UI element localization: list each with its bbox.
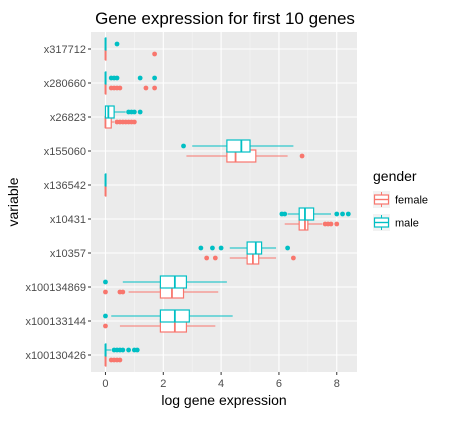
outlier-point [290, 255, 296, 261]
box-male-x155060 [181, 139, 294, 153]
outlier-point [181, 143, 186, 149]
box-male-x280660 [104, 71, 158, 85]
legend-label: male [395, 218, 419, 230]
box-male-x26823 [104, 105, 143, 119]
y-axis-label: variable [5, 177, 21, 226]
y-tick-label: x100134869 [25, 282, 86, 294]
box-male-x100133144 [103, 309, 233, 323]
outlier-point [285, 245, 291, 251]
y-tick-label: x280660 [44, 78, 86, 90]
outlier-point [114, 75, 120, 81]
outlier-point [134, 347, 140, 353]
outlier-point [218, 245, 224, 251]
outlier-point [334, 221, 340, 227]
outlier-point [152, 75, 158, 81]
box-female-x100134869 [103, 285, 219, 299]
y-tick-label: x136542 [44, 180, 86, 192]
box-male-x100130426 [104, 343, 140, 357]
y-tick-label: x155060 [44, 146, 86, 158]
box-female-x10431 [284, 217, 340, 231]
outlier-point [137, 109, 143, 115]
outlier-point [212, 255, 218, 261]
outlier-point [103, 279, 108, 285]
outlier-point [299, 153, 305, 159]
box-body [246, 241, 263, 255]
outlier-point [114, 41, 120, 47]
x-axis-label: log gene expression [161, 392, 286, 408]
outlier-point [204, 255, 210, 261]
x-axis-ticks: 0 2 4 6 8 [102, 372, 340, 390]
outlier-point [126, 347, 131, 353]
x-tick-label: 0 [102, 378, 108, 390]
outlier-point [117, 85, 123, 91]
outlier-point [120, 347, 126, 353]
legend-key-male [373, 214, 390, 231]
box-body [159, 275, 188, 289]
box-body [226, 139, 251, 153]
outlier-point [198, 245, 204, 251]
box-male-x317712 [104, 37, 120, 51]
legend: gender female male [373, 168, 428, 231]
outlier-point [143, 85, 149, 91]
y-tick-label: x10431 [50, 214, 86, 226]
y-tick-label: x10357 [50, 248, 86, 260]
outlier-point [282, 211, 288, 217]
y-tick-label: x100130426 [25, 350, 86, 362]
outlier-point [152, 85, 158, 91]
outlier-point [345, 211, 351, 217]
outlier-point [210, 245, 215, 251]
legend-key-female [373, 191, 390, 208]
outlier-point [103, 323, 108, 329]
y-tick-label: x317712 [44, 44, 86, 56]
box-male-x100134869 [103, 275, 227, 289]
box-male-x136542 [104, 173, 107, 187]
legend-title: gender [373, 168, 417, 184]
x-tick-label: 2 [160, 378, 166, 390]
outlier-point [131, 119, 137, 125]
x-tick-label: 8 [334, 378, 340, 390]
y-axis-ticks: x317712 x280660 x26823 x155060 x136542 x10431… [25, 44, 91, 362]
outlier-point [131, 109, 137, 115]
y-tick-label: x100133144 [25, 316, 86, 328]
outlier-point [117, 357, 123, 363]
y-tick-label: x26823 [50, 112, 86, 124]
outlier-point [103, 289, 108, 295]
outlier-point [152, 51, 158, 57]
outlier-point [120, 289, 126, 295]
box-body [104, 105, 115, 119]
outlier-point [340, 211, 345, 217]
box-group [103, 37, 351, 367]
outlier-point [137, 75, 143, 81]
box-male-x10357 [198, 241, 291, 255]
box-male-x10431 [279, 207, 351, 221]
outlier-point [103, 313, 108, 319]
outlier-point [328, 221, 334, 227]
x-tick-label: 6 [276, 378, 282, 390]
outlier-point [334, 211, 340, 217]
legend-label: female [395, 195, 428, 207]
box-body [298, 207, 315, 221]
plot-panel [91, 32, 357, 372]
x-tick-label: 4 [218, 378, 224, 390]
chart-title: Gene expression for first 10 genes [95, 9, 355, 28]
